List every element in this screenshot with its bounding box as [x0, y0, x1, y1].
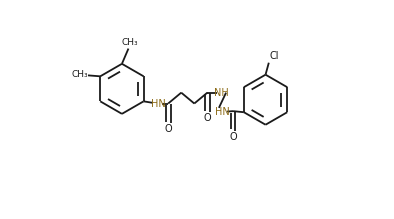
Text: Cl: Cl [269, 51, 279, 61]
Text: O: O [164, 124, 172, 134]
Text: O: O [230, 132, 238, 142]
Text: CH₃: CH₃ [72, 70, 88, 79]
Text: CH₃: CH₃ [121, 38, 138, 47]
Text: NH: NH [214, 88, 229, 98]
Text: O: O [203, 113, 211, 123]
Text: HN: HN [151, 99, 165, 109]
Text: HN: HN [216, 107, 230, 117]
